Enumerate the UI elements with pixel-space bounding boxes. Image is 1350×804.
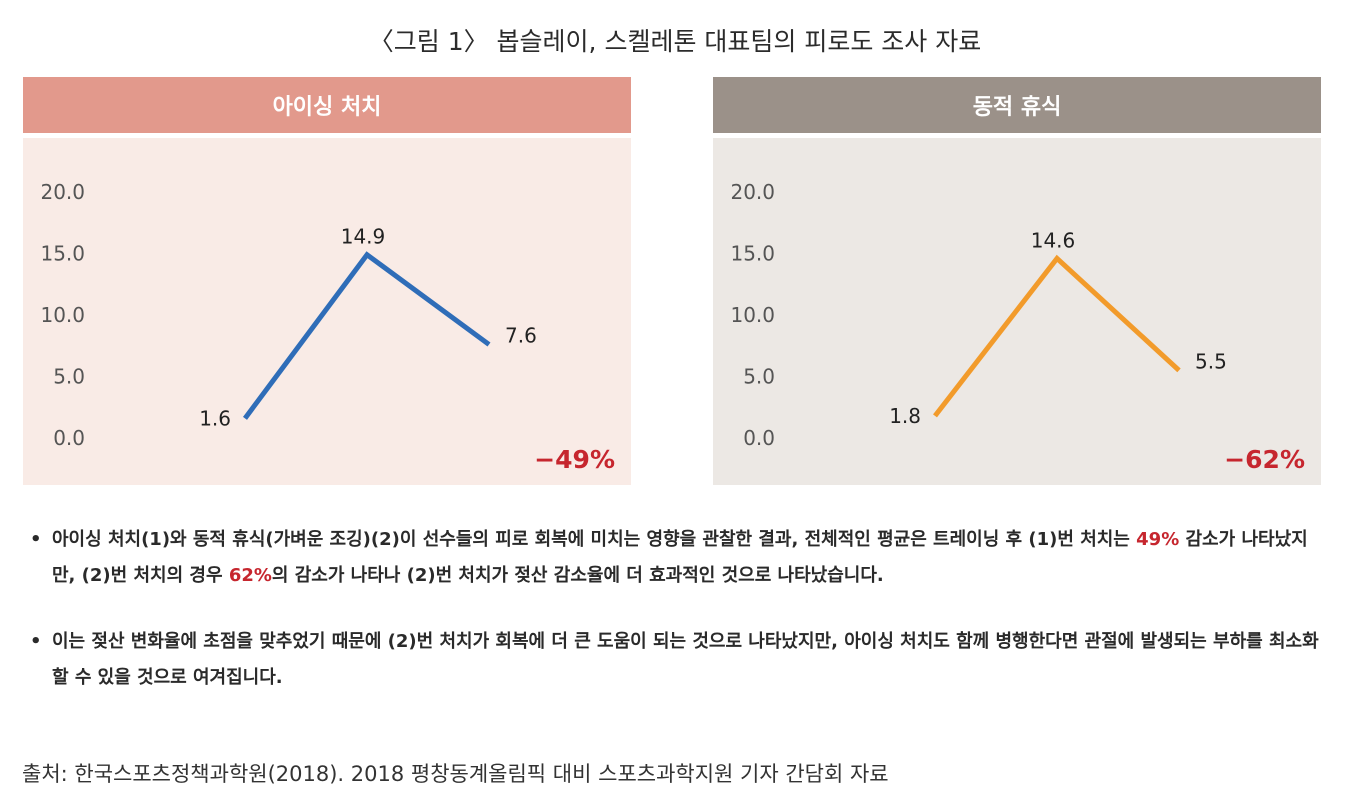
data-label: 1.8 — [889, 404, 921, 428]
y-tick-label: 0.0 — [53, 426, 85, 450]
change-percent-annotation: −49% — [534, 445, 615, 474]
chart-body-icing: 20.0 15.0 10.0 5.0 0.0 1.6 14.9 7.6 −49% — [23, 138, 631, 485]
y-tick-label: 5.0 — [53, 365, 85, 389]
chart-panel-icing: 아이싱 처치 20.0 15.0 10.0 5.0 0.0 1.6 14.9 7.6 −49% — [23, 77, 631, 485]
data-label: 1.6 — [199, 406, 231, 430]
y-tick-label: 10.0 — [40, 303, 85, 327]
y-tick-label: 10.0 — [730, 303, 775, 327]
bullet-item-2: • 이는 젖산 변화율에 초점을 맞추었기 때문에 (2)번 처치가 회복에 더… — [30, 624, 1325, 696]
bullet-text: 아이싱 처치(1)와 동적 휴식(가벼운 조깅)(2)이 선수들의 피로 회복에… — [52, 529, 1137, 550]
bullet-text: 감소가 나타났지만, (2)번 처치의 경우 — [52, 529, 1308, 586]
change-percent-annotation: −62% — [1224, 445, 1305, 474]
chart-panel-active-rest: 동적 휴식 20.0 15.0 10.0 5.0 0.0 1.8 14.6 5.5 −62% — [713, 77, 1321, 485]
bullet-text: 이는 젖산 변화율에 초점을 맞추었기 때문에 (2)번 처치가 회복에 더 큰… — [52, 631, 1319, 688]
data-label: 14.9 — [341, 225, 386, 249]
highlight-percent-icing: 49% — [1136, 529, 1180, 550]
y-tick-label: 15.0 — [730, 242, 775, 266]
chart-header-icing: 아이싱 처치 — [23, 77, 631, 133]
bullet-marker: • — [30, 631, 42, 652]
data-label: 7.6 — [505, 324, 537, 348]
line-chart-active-rest: 20.0 15.0 10.0 5.0 0.0 1.8 14.6 5.5 −62% — [730, 180, 1305, 474]
y-tick-label: 20.0 — [730, 180, 775, 204]
summary-bullets: • 아이싱 처치(1)와 동적 휴식(가벼운 조깅)(2)이 선수들의 피로 회… — [30, 522, 1325, 696]
chart-header-active-rest: 동적 휴식 — [713, 77, 1321, 133]
bullet-text: 의 감소가 나타나 (2)번 처치가 젖산 감소율에 더 효과적인 것으로 나타… — [271, 565, 884, 586]
highlight-percent-active-rest: 62% — [228, 565, 272, 586]
y-tick-label: 0.0 — [743, 426, 775, 450]
bullet-item-1: • 아이싱 처치(1)와 동적 휴식(가벼운 조깅)(2)이 선수들의 피로 회… — [30, 522, 1325, 594]
source-citation: 출처: 한국스포츠정책과학원(2018). 2018 평창동계올림픽 대비 스포… — [22, 762, 889, 786]
figure-title: 〈그림 1〉 봅슬레이, 스켈레톤 대표팀의 피로도 조사 자료 — [368, 27, 982, 56]
data-label: 5.5 — [1195, 349, 1227, 373]
y-tick-label: 20.0 — [40, 180, 85, 204]
data-label: 14.6 — [1031, 228, 1076, 252]
chart-body-active-rest: 20.0 15.0 10.0 5.0 0.0 1.8 14.6 5.5 −62% — [713, 138, 1321, 485]
y-tick-label: 5.0 — [743, 365, 775, 389]
line-chart-icing: 20.0 15.0 10.0 5.0 0.0 1.6 14.9 7.6 −49% — [40, 180, 615, 474]
bullet-marker: • — [30, 529, 42, 550]
y-tick-label: 15.0 — [40, 242, 85, 266]
series-line — [242, 251, 491, 420]
series-line — [933, 254, 1181, 418]
